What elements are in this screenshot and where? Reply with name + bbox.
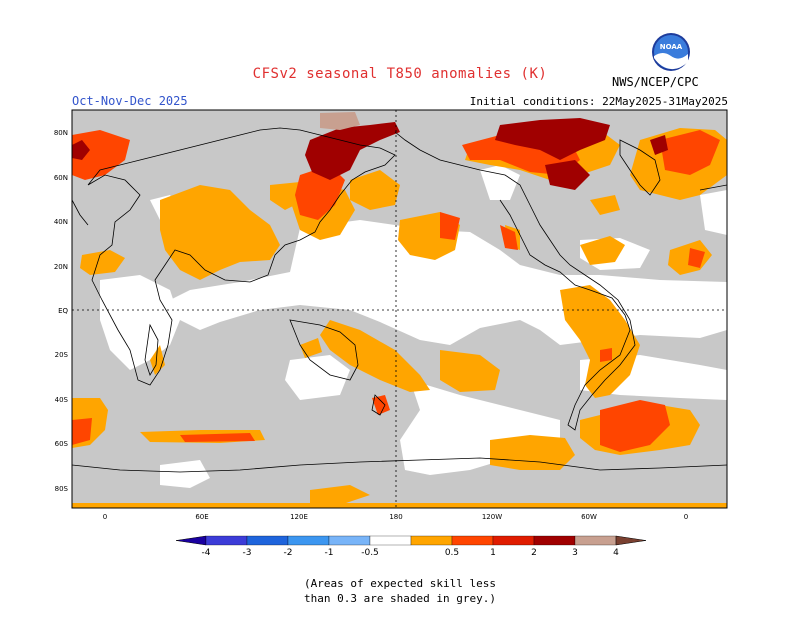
- lon-label: 0: [103, 513, 107, 521]
- coastlines: [72, 127, 727, 473]
- footnote: (Areas of expected skill less than 0.3 a…: [0, 576, 800, 606]
- colorbar-swatch: [369, 535, 412, 546]
- colorbar-label: -3: [243, 548, 252, 558]
- colorbar-arrow-right: [615, 535, 647, 546]
- svg-text:NOAA: NOAA: [660, 43, 683, 51]
- colorbar-arrow-left: [175, 535, 207, 546]
- colorbar-swatch: [533, 535, 576, 546]
- lon-label: 0: [684, 513, 688, 521]
- map-frame: [71, 109, 728, 509]
- colorbar: -4 -3 -2 -1 -0.5 0.5 1 2 3 4: [175, 535, 647, 558]
- colorbar-swatch: [410, 535, 453, 546]
- lat-label: 20N: [54, 263, 68, 271]
- lat-label: 80N: [54, 129, 68, 137]
- lon-label: 60W: [581, 513, 597, 521]
- anomaly-3-4-regions: [320, 112, 360, 130]
- agency-label: NWS/NCEP/CPC: [612, 75, 699, 89]
- footnote-line-1: (Areas of expected skill less: [303, 577, 497, 590]
- lon-label: 60E: [195, 513, 208, 521]
- lat-label: 40S: [55, 396, 69, 404]
- colorbar-swatch: [287, 535, 330, 546]
- reference-lines: [72, 110, 727, 508]
- colorbar-swatch: [205, 535, 248, 546]
- footnote-line-2: than 0.3 are shaded in grey.): [303, 592, 497, 605]
- noaa-logo-icon: NOAA: [652, 33, 690, 71]
- colorbar-swatch: [328, 535, 371, 546]
- lon-label: 180: [389, 513, 402, 521]
- lat-label: 20S: [55, 351, 69, 359]
- colorbar-label: -1: [325, 548, 334, 558]
- colorbar-swatch: [451, 535, 494, 546]
- colorbar-label: 4: [613, 548, 619, 558]
- lon-label: 120W: [482, 513, 502, 521]
- initial-conditions-label: Initial conditions: 22May2025-31May2025: [469, 95, 728, 108]
- lat-label: EQ: [58, 307, 68, 315]
- colorbar-swatch: [492, 535, 535, 546]
- colorbar-label: -2: [284, 548, 293, 558]
- season-label: Oct-Nov-Dec 2025: [72, 94, 188, 108]
- lat-label: 40N: [54, 218, 68, 226]
- chart-title: CFSv2 seasonal T850 anomalies (K): [252, 66, 548, 82]
- anomaly-2-3-regions: [72, 118, 668, 190]
- lon-label: 120E: [290, 513, 308, 521]
- colorbar-label: 2: [531, 548, 537, 558]
- colorbar-label: -0.5: [361, 548, 379, 558]
- colorbar-label: 0.5: [445, 548, 459, 558]
- lat-label: 60N: [54, 174, 68, 182]
- colorbar-swatch: [246, 535, 289, 546]
- colorbar-label: 3: [572, 548, 578, 558]
- latitude-labels: 80N 60N 40N 20N EQ 20S 40S 60S 80S: [54, 129, 69, 493]
- colorbar-swatch: [574, 535, 617, 546]
- colorbar-label: -4: [202, 548, 211, 558]
- longitude-labels: 0 60E 120E 180 120W 60W 0: [103, 513, 688, 521]
- colorbar-label: 1: [490, 548, 496, 558]
- lat-label: 60S: [55, 440, 69, 448]
- lat-label: 80S: [55, 485, 69, 493]
